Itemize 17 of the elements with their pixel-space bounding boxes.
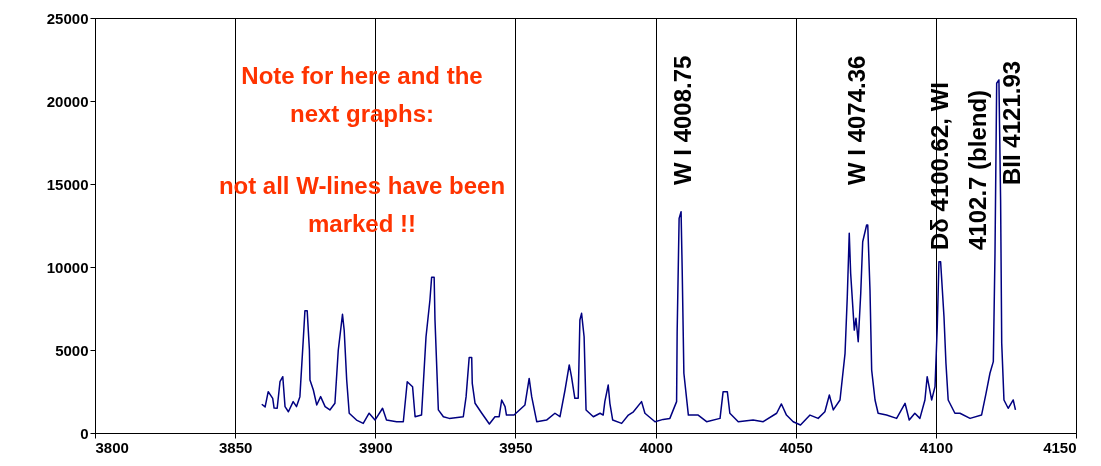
x-tick-label: 4050: [779, 438, 813, 456]
y-tick-label: 5000: [55, 341, 89, 359]
y-tick-label: 0: [80, 424, 89, 442]
annotation: BII 4121.93: [998, 60, 1025, 185]
x-tick-label: 3900: [359, 438, 393, 456]
y-tick-label: 25000: [46, 9, 89, 27]
x-tick-label: 3850: [218, 438, 253, 456]
x-tick-label: 4150: [1043, 438, 1077, 456]
annotation: W I 4074.36: [843, 55, 870, 185]
x-tick-label: 3800: [95, 438, 129, 456]
annotation: W I 4008.75: [669, 55, 696, 185]
y-tick-label: 10000: [46, 258, 89, 276]
y-tick-label: 20000: [46, 92, 89, 110]
y-tick-label: 15000: [46, 175, 89, 193]
x-tick-label: 4100: [919, 438, 954, 456]
x-tick-label: 3950: [499, 438, 533, 456]
x-tick-label: 4000: [639, 438, 673, 456]
